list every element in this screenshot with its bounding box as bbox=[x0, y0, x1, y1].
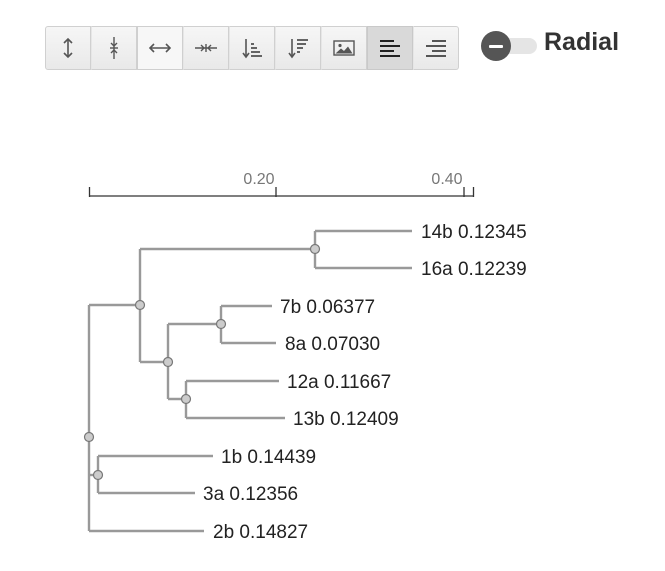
expand-vertical-icon bbox=[63, 37, 73, 59]
leaf-labels: 14b 0.12345 16a 0.12239 7b 0.06377 8a 0.… bbox=[203, 222, 527, 543]
leaf-label[interactable]: 14b 0.12345 bbox=[421, 222, 527, 243]
toolbar bbox=[45, 26, 459, 70]
leaf-label[interactable]: 2b 0.14827 bbox=[213, 522, 308, 543]
expand-horizontal-button[interactable] bbox=[137, 26, 183, 70]
scale-tick-label: 0.20 bbox=[243, 171, 274, 188]
sort-ascending-button[interactable] bbox=[229, 26, 275, 70]
leaf-label[interactable]: 1b 0.14439 bbox=[221, 447, 316, 468]
tree-node[interactable] bbox=[83, 431, 95, 443]
radial-toggle-label: Radial bbox=[544, 28, 620, 56]
tree-nodes bbox=[83, 243, 321, 481]
sort-descending-button[interactable] bbox=[275, 26, 321, 70]
image-icon bbox=[333, 40, 355, 56]
tree-node[interactable] bbox=[92, 469, 104, 481]
tree-node[interactable] bbox=[309, 243, 321, 255]
align-left-icon bbox=[380, 40, 400, 57]
compress-vertical-icon bbox=[110, 37, 118, 59]
leaf-label[interactable]: 3a 0.12356 bbox=[203, 484, 298, 505]
leaf-label[interactable]: 16a 0.12239 bbox=[421, 259, 527, 280]
expand-horizontal-icon bbox=[148, 43, 172, 53]
tree-node[interactable] bbox=[215, 318, 227, 330]
leaf-label[interactable]: 7b 0.06377 bbox=[280, 297, 375, 318]
minus-icon bbox=[481, 31, 511, 61]
compress-horizontal-button[interactable] bbox=[183, 26, 229, 70]
tree-node[interactable] bbox=[162, 356, 174, 368]
leaf-label[interactable]: 8a 0.07030 bbox=[285, 334, 380, 355]
sort-descending-icon bbox=[288, 39, 308, 59]
compress-horizontal-icon bbox=[195, 44, 217, 52]
save-image-button[interactable] bbox=[321, 26, 367, 70]
align-right-button[interactable] bbox=[413, 26, 459, 70]
align-left-button[interactable] bbox=[367, 26, 413, 70]
compress-vertical-button[interactable] bbox=[91, 26, 137, 70]
leaf-label[interactable]: 13b 0.12409 bbox=[293, 409, 399, 430]
scale-axis: 0.20 0.40 bbox=[88, 171, 475, 197]
align-right-icon bbox=[426, 40, 446, 57]
leaf-label[interactable]: 12a 0.11667 bbox=[287, 372, 391, 393]
tree-node[interactable] bbox=[134, 299, 146, 311]
expand-vertical-button[interactable] bbox=[45, 26, 91, 70]
radial-toggle[interactable] bbox=[481, 30, 537, 61]
sort-ascending-icon bbox=[242, 39, 262, 59]
radial-toggle-switch[interactable] bbox=[481, 30, 537, 61]
scale-tick-label: 0.40 bbox=[431, 171, 462, 188]
tree-node[interactable] bbox=[180, 393, 192, 405]
